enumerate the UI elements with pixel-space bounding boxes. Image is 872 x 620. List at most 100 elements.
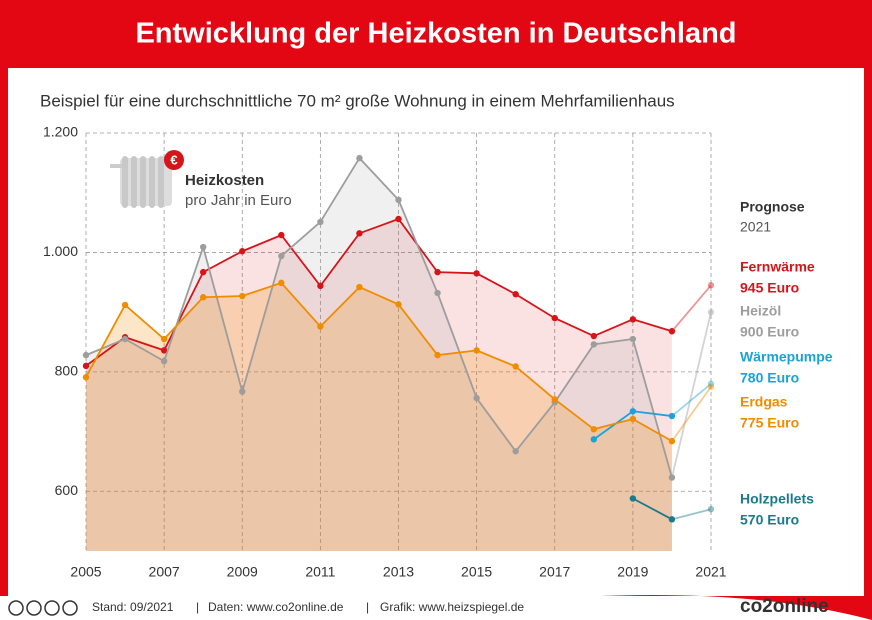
- point: [199, 268, 207, 276]
- point: [239, 248, 246, 255]
- point: [356, 230, 363, 237]
- logo: co2online: [740, 596, 829, 617]
- point: [668, 474, 676, 481]
- y-tick-label: 800: [55, 363, 79, 379]
- point: [629, 335, 637, 343]
- point: [590, 436, 598, 443]
- point: [317, 218, 324, 226]
- point: [512, 448, 519, 455]
- forecast-line: [671, 386, 712, 442]
- point: [239, 388, 246, 395]
- point: [668, 328, 676, 335]
- point: [356, 283, 363, 291]
- footer-sep: |: [196, 600, 199, 614]
- point: [629, 495, 637, 502]
- series-line: [85, 217, 673, 367]
- inset-icon: €: [110, 150, 184, 208]
- area: [86, 282, 672, 551]
- point: [278, 252, 285, 260]
- y-tick-label: 600: [55, 482, 79, 498]
- legend-name: Heizöl: [740, 303, 781, 319]
- x-tick-label: 2011: [305, 564, 335, 580]
- point: [590, 341, 598, 348]
- footer-bg: [0, 596, 872, 620]
- point: [707, 308, 715, 316]
- subtitle: Beispiel für eine durchschnittliche 70 m…: [40, 91, 675, 110]
- x-tick-label: 2009: [227, 564, 258, 580]
- forecast-line: [671, 284, 712, 332]
- point: [707, 282, 715, 289]
- point: [512, 291, 519, 298]
- area: [86, 218, 672, 551]
- plot: 600 800 1.000 1.200 2005 2007 2009 2011 2013 2015…: [43, 124, 727, 580]
- legend-value: 570 Euro: [740, 512, 799, 528]
- x-tick-label: 2015: [461, 564, 492, 580]
- point: [707, 380, 715, 387]
- point: [239, 292, 246, 300]
- svg-text:€: €: [170, 152, 177, 167]
- area: [86, 158, 672, 551]
- point: [551, 396, 558, 403]
- forecast-year: 2021: [740, 219, 771, 235]
- point: [590, 332, 598, 340]
- footer-graphic: Grafik: www.heizspiegel.de: [380, 600, 524, 614]
- forecast-line: [671, 508, 712, 521]
- footer-data: Daten: www.co2online.de: [208, 600, 344, 614]
- point: [668, 412, 676, 420]
- point: [121, 335, 129, 343]
- point: [160, 335, 168, 343]
- inset-title: Heizkosten: [185, 172, 264, 189]
- point: [512, 363, 519, 370]
- legend-value: 780 Euro: [740, 370, 799, 386]
- x-tick-label: 2021: [695, 564, 726, 580]
- inset-subtitle: pro Jahr in Euro: [185, 192, 292, 209]
- footer-sep: |: [366, 600, 369, 614]
- point: [395, 215, 402, 223]
- point: [317, 282, 324, 290]
- point: [82, 374, 90, 381]
- legend-name: Fernwärme: [740, 259, 815, 275]
- footer-swoosh: [600, 595, 872, 620]
- point: [199, 243, 207, 251]
- point: [629, 316, 637, 323]
- legend-name: Wärmepumpe: [740, 349, 833, 365]
- cc-icons: [8, 600, 78, 616]
- point: [707, 383, 715, 390]
- point: [473, 347, 480, 354]
- x-tick-label: 2005: [70, 564, 101, 580]
- point: [199, 294, 207, 301]
- x-tick-label: 2013: [383, 564, 414, 580]
- point: [551, 314, 558, 322]
- point: [473, 394, 480, 402]
- point: [160, 357, 168, 365]
- x-tick-label: 2007: [149, 564, 180, 580]
- y-tick-label: 1.200: [43, 124, 78, 140]
- point: [434, 289, 441, 297]
- legend-value: 900 Euro: [740, 324, 799, 340]
- panel: [8, 68, 864, 596]
- x-tick-label: 2019: [617, 564, 648, 580]
- x-tick-label: 2017: [539, 564, 570, 580]
- footer-date: Stand: 09/2021: [92, 600, 174, 614]
- point: [395, 196, 402, 204]
- forecast-label: Prognose: [740, 199, 805, 215]
- series-line: [632, 497, 673, 521]
- point: [434, 351, 441, 359]
- point: [629, 415, 637, 423]
- point: [82, 362, 90, 370]
- point: [629, 408, 637, 415]
- point: [668, 516, 676, 523]
- legend-value: 775 Euro: [740, 415, 799, 431]
- point: [356, 154, 363, 162]
- point: [668, 437, 676, 445]
- point: [473, 270, 480, 277]
- series-line: [85, 156, 673, 478]
- legend-name: Holzpellets: [740, 491, 814, 507]
- point: [317, 323, 324, 330]
- point: [278, 279, 285, 287]
- title: Entwicklung der Heizkosten in Deutschlan…: [135, 18, 736, 50]
- point: [395, 301, 402, 308]
- point: [160, 347, 168, 354]
- y-tick-label: 1.000: [43, 243, 78, 259]
